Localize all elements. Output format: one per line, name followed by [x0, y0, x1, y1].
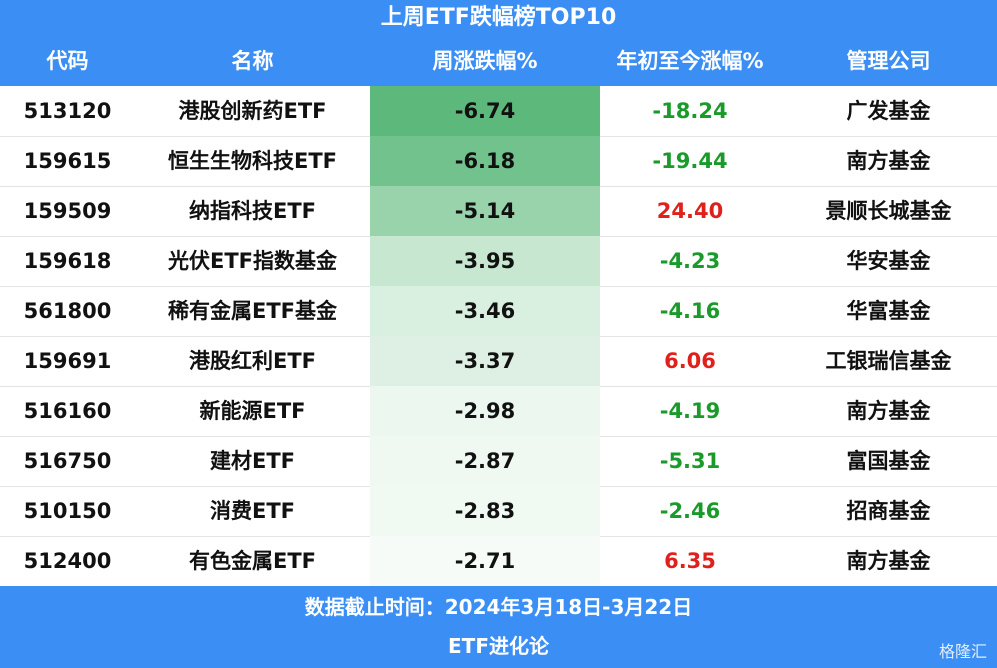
- code: 561800: [23, 299, 112, 323]
- weekly-change: -3.46: [370, 286, 600, 336]
- name: 光伏ETF指数基金: [167, 249, 337, 273]
- ytd-change: -19.44: [652, 149, 728, 173]
- footer-band: [0, 586, 997, 668]
- header-cell: 周涨跌幅%: [432, 49, 538, 73]
- company: 招商基金: [846, 499, 931, 523]
- weekly-change: -2.98: [370, 386, 600, 436]
- ytd-change: -4.19: [659, 399, 721, 423]
- code: 159509: [23, 199, 112, 223]
- company: 南方基金: [846, 549, 931, 573]
- header-cell: 代码: [46, 49, 89, 73]
- weekly-change: -2.83: [370, 486, 600, 536]
- company: 广发基金: [846, 99, 931, 123]
- name: 港股创新药ETF: [178, 99, 327, 123]
- name: 建材ETF: [209, 449, 295, 473]
- footer-source: ETF进化论: [448, 634, 549, 658]
- code: 512400: [23, 549, 112, 573]
- name: 港股红利ETF: [188, 349, 316, 373]
- code: 159615: [23, 149, 112, 173]
- weekly-change: -3.95: [370, 236, 600, 286]
- weekly-change: -6.74: [370, 86, 600, 136]
- weekly-change: -3.37: [370, 336, 600, 386]
- weekly-change: -5.14: [370, 186, 600, 236]
- company: 南方基金: [846, 149, 931, 173]
- name: 新能源ETF: [199, 399, 306, 423]
- weekly-change: -6.18: [370, 136, 600, 186]
- code: 516750: [23, 449, 112, 473]
- weekly-change: -2.87: [370, 436, 600, 486]
- company: 华富基金: [846, 299, 931, 323]
- ytd-change: -2.46: [659, 499, 721, 523]
- code: 513120: [23, 99, 112, 123]
- ytd-change: 6.06: [664, 349, 716, 373]
- company: 景顺长城基金: [825, 199, 952, 223]
- code: 516160: [23, 399, 112, 423]
- ytd-change: -5.31: [659, 449, 721, 473]
- weekly-change: -2.71: [370, 536, 600, 586]
- company: 富国基金: [846, 449, 931, 473]
- company: 工银瑞信基金: [825, 349, 952, 373]
- watermark: 格隆汇: [938, 642, 987, 661]
- name: 恒生生物科技ETF: [167, 149, 337, 173]
- ytd-change: -4.23: [659, 249, 721, 273]
- header-cell: 名称: [231, 49, 274, 73]
- ytd-change: 24.40: [656, 199, 724, 223]
- name: 有色金属ETF: [188, 549, 316, 573]
- company: 南方基金: [846, 399, 931, 423]
- header-cell: 年初至今涨幅%: [616, 49, 764, 73]
- code: 159691: [23, 349, 112, 373]
- footer-note: 数据截止时间：2024年3月18日-3月22日: [304, 595, 693, 619]
- company: 华安基金: [846, 249, 931, 273]
- header-band: [0, 0, 997, 86]
- code: 159618: [23, 249, 112, 273]
- ytd-change: -4.16: [659, 299, 721, 323]
- ytd-change: 6.35: [664, 549, 716, 573]
- title: 上周ETF跌幅榜TOP10: [380, 5, 617, 30]
- ytd-change: -18.24: [652, 99, 728, 123]
- header-cell: 管理公司: [846, 49, 931, 73]
- name: 消费ETF: [209, 499, 295, 523]
- code: 510150: [23, 499, 112, 523]
- name: 纳指科技ETF: [188, 199, 316, 223]
- name: 稀有金属ETF基金: [167, 299, 337, 323]
